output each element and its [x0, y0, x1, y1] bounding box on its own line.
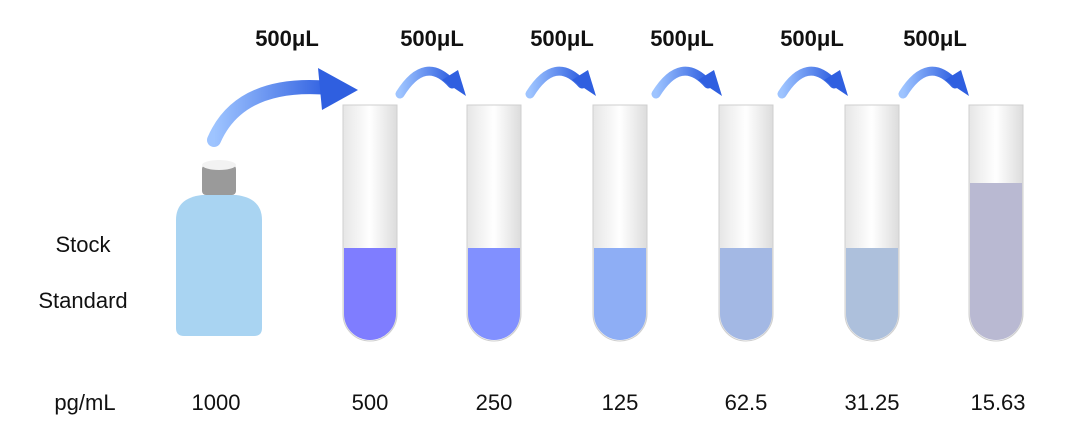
concentration: 1000 [192, 390, 241, 415]
transfer-arrow [656, 70, 722, 96]
tube-liquid [846, 248, 898, 340]
stock-bottle [176, 160, 262, 336]
tube-liquid [468, 248, 520, 340]
stock-label: Standard [38, 288, 127, 313]
transfer-arrow [530, 70, 596, 96]
transfer-volume: 500μL [255, 26, 319, 51]
transfer-arrow [903, 70, 969, 96]
concentration: 250 [476, 390, 513, 415]
transfer-volume: 500μL [400, 26, 464, 51]
transfer-arrow [400, 70, 466, 96]
transfer-volume: 500μL [780, 26, 844, 51]
transfer-arrow [782, 70, 848, 96]
tube-liquid [720, 248, 772, 340]
transfer-volume: 500μL [903, 26, 967, 51]
tube-liquid [344, 248, 396, 340]
stock-label: Stock [55, 232, 111, 257]
tubes [342, 104, 1024, 342]
transfer-volume: 500μL [530, 26, 594, 51]
concentration: 500 [352, 390, 389, 415]
concentration: 125 [602, 390, 639, 415]
unit-label: pg/mL [54, 390, 115, 415]
concentration: 31.25 [844, 390, 899, 415]
concentration: 15.63 [970, 390, 1025, 415]
transfer-volume: 500μL [650, 26, 714, 51]
transfer-arrow [207, 68, 358, 147]
tube-liquid [970, 183, 1022, 340]
tube-liquid [594, 248, 646, 340]
concentration: 62.5 [725, 390, 768, 415]
